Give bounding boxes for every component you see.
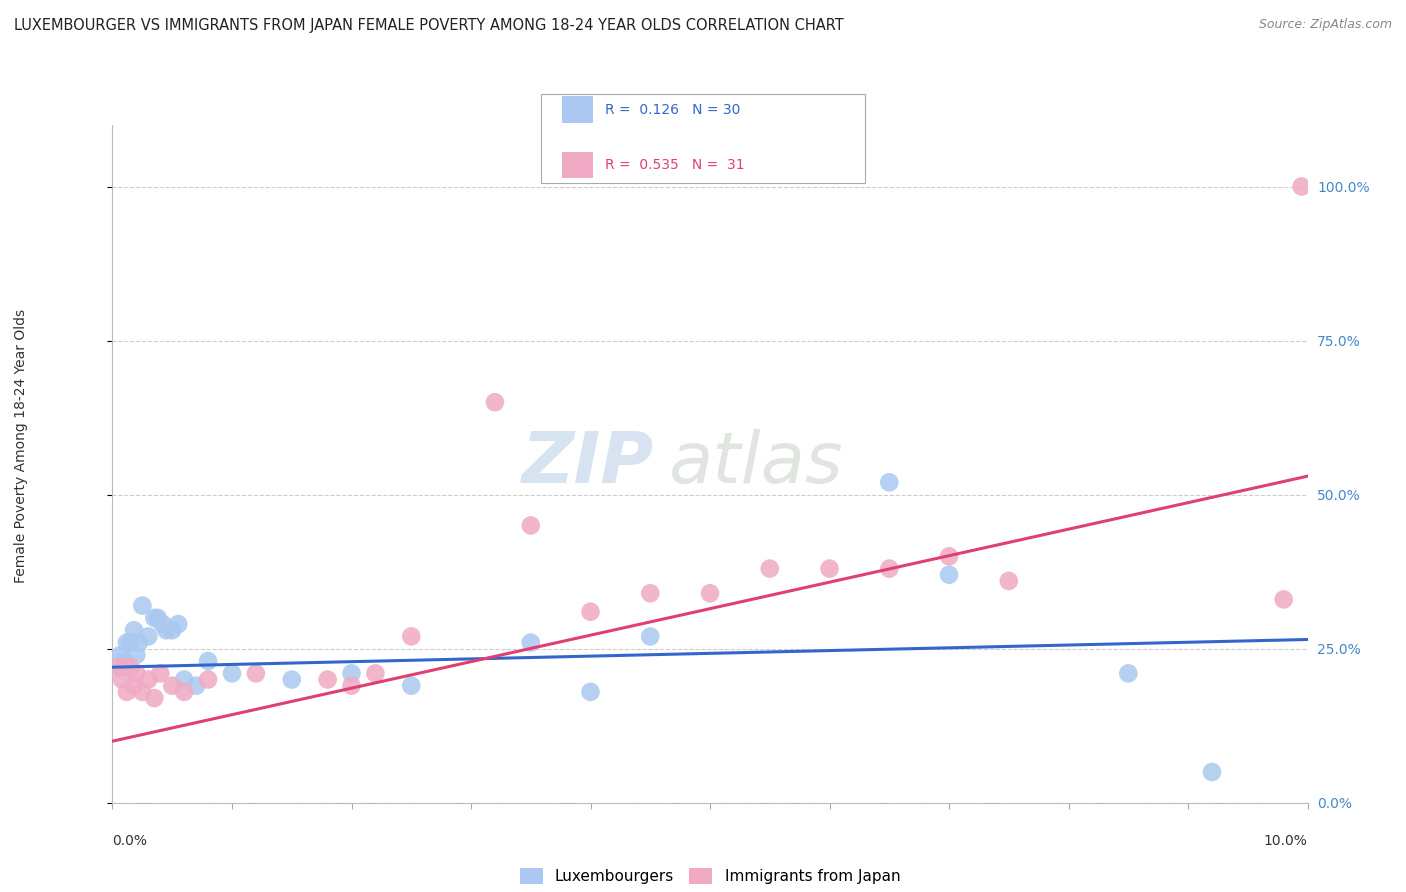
- Point: [877, 475, 900, 490]
- Point: [186, 679, 208, 693]
- Point: [155, 624, 177, 638]
- Text: Source: ZipAtlas.com: Source: ZipAtlas.com: [1258, 18, 1392, 31]
- Point: [173, 685, 195, 699]
- Point: [120, 635, 142, 649]
- Point: [131, 685, 153, 699]
- Point: [579, 685, 602, 699]
- Text: ZIP: ZIP: [522, 429, 654, 499]
- Point: [114, 654, 135, 668]
- Point: [1201, 764, 1223, 779]
- Point: [125, 666, 148, 681]
- Point: [998, 574, 1021, 588]
- Point: [143, 611, 166, 625]
- Point: [111, 673, 134, 687]
- Point: [877, 561, 900, 575]
- Point: [162, 624, 183, 638]
- Point: [699, 586, 721, 600]
- Point: [197, 673, 219, 687]
- Point: [401, 679, 423, 693]
- Point: [1272, 592, 1295, 607]
- Point: [484, 395, 506, 409]
- Point: [128, 635, 150, 649]
- Point: [138, 629, 160, 643]
- Point: [340, 679, 363, 693]
- Point: [110, 648, 132, 662]
- Text: R =  0.126   N = 30: R = 0.126 N = 30: [605, 103, 740, 117]
- Point: [131, 599, 153, 613]
- Text: LUXEMBOURGER VS IMMIGRANTS FROM JAPAN FEMALE POVERTY AMONG 18-24 YEAR OLDS CORRE: LUXEMBOURGER VS IMMIGRANTS FROM JAPAN FE…: [14, 18, 844, 33]
- Point: [1291, 179, 1313, 194]
- Point: [221, 666, 243, 681]
- Point: [938, 567, 960, 582]
- Point: [638, 629, 662, 643]
- Point: [114, 660, 135, 674]
- Point: [125, 648, 148, 662]
- Point: [143, 691, 166, 706]
- Point: [401, 629, 423, 643]
- Point: [162, 679, 183, 693]
- Point: [167, 617, 190, 632]
- Text: Female Poverty Among 18-24 Year Olds: Female Poverty Among 18-24 Year Olds: [14, 309, 28, 583]
- Point: [107, 660, 129, 674]
- Point: [152, 617, 174, 632]
- Point: [245, 666, 267, 681]
- Point: [938, 549, 960, 564]
- Text: atlas: atlas: [668, 429, 842, 499]
- Point: [122, 679, 145, 693]
- Legend: Luxembourgers, Immigrants from Japan: Luxembourgers, Immigrants from Japan: [513, 862, 907, 890]
- Text: R =  0.535   N =  31: R = 0.535 N = 31: [605, 158, 744, 172]
- Text: 10.0%: 10.0%: [1264, 834, 1308, 848]
- Point: [122, 624, 145, 638]
- Point: [1116, 666, 1139, 681]
- Point: [818, 561, 841, 575]
- Point: [107, 660, 129, 674]
- Text: 0.0%: 0.0%: [112, 834, 148, 848]
- Point: [146, 611, 169, 625]
- Point: [115, 685, 138, 699]
- Point: [281, 673, 304, 687]
- Point: [120, 660, 142, 674]
- Point: [115, 635, 138, 649]
- Point: [520, 518, 543, 533]
- Point: [340, 666, 363, 681]
- Point: [316, 673, 339, 687]
- Point: [149, 666, 172, 681]
- Point: [364, 666, 387, 681]
- Point: [579, 605, 602, 619]
- Point: [759, 561, 782, 575]
- Point: [638, 586, 662, 600]
- Point: [520, 635, 543, 649]
- Point: [173, 673, 195, 687]
- Point: [197, 654, 219, 668]
- Point: [138, 673, 160, 687]
